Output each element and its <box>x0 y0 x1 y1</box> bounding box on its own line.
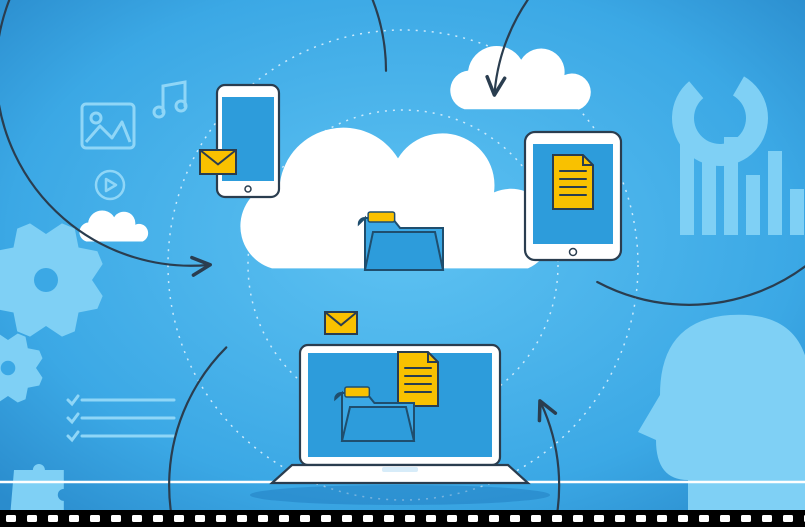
phone-device <box>217 85 279 197</box>
filmstrip <box>0 510 805 527</box>
document-icon <box>398 352 438 406</box>
envelope-icon <box>200 150 236 174</box>
envelope-icon <box>325 312 357 334</box>
document-icon <box>553 155 593 209</box>
